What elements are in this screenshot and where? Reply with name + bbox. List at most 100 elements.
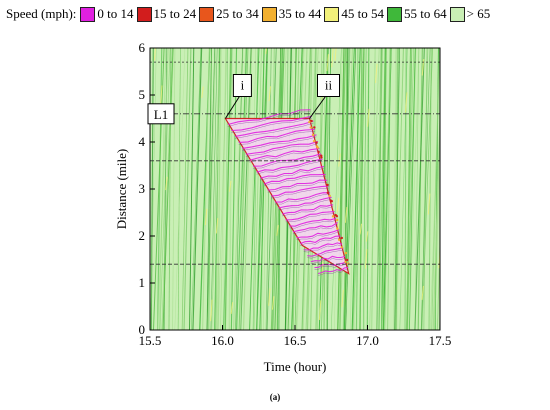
trajectory-streak [378, 48, 386, 330]
trajectory-streak [256, 48, 265, 330]
trajectory-streak [409, 48, 416, 330]
congestion-wave-line [267, 179, 328, 191]
trajectory-streak [405, 48, 415, 330]
trajectory-streak [230, 302, 234, 315]
trajectory-streak [253, 48, 262, 330]
speed-legend: Speed (mph): 0 to 14 15 to 24 25 to 34 35 t… [6, 4, 493, 24]
congestion-edge-mark [340, 246, 343, 249]
trajectory-streak [217, 48, 222, 330]
congestion-wave-line [274, 192, 331, 203]
legend-item: > 65 [449, 6, 490, 22]
congestion-wave-line [317, 266, 349, 275]
trajectory-streak [431, 48, 440, 330]
congestion-wave-line [253, 155, 322, 169]
congestion-edge-mark [336, 227, 339, 230]
trajectory-streak [220, 48, 227, 330]
trajectory-streak [343, 48, 355, 330]
trajectory-streak [351, 48, 361, 330]
trajectory-streak [367, 108, 370, 127]
annotation-pointer [309, 96, 326, 119]
congestion-wave-line [249, 148, 320, 161]
congestion-wave-line [242, 136, 317, 151]
trajectory-streak [229, 48, 233, 330]
annotation-box [232, 74, 252, 97]
congestion-wave-line [310, 258, 346, 264]
l1-label-box [147, 103, 175, 125]
legend-swatch [136, 6, 152, 22]
trajectory-streak [337, 48, 347, 330]
congestion-wave-line [245, 143, 319, 157]
congestion-edge-mark [315, 141, 318, 144]
annotation-label: i [241, 78, 245, 93]
congestion-edge-mark [317, 150, 320, 154]
trajectory-streak [417, 48, 423, 330]
trajectory-streak [181, 48, 189, 330]
legend-item: 25 to 34 [199, 6, 259, 22]
trajectory-streak [216, 48, 220, 330]
congestion-wave-line [260, 165, 325, 179]
x-axis-label: Time (hour) [264, 359, 327, 374]
congestion-wave-line [263, 176, 326, 187]
trajectory-streak [421, 285, 424, 300]
trajectory-streak [215, 217, 219, 234]
trajectory-streak [268, 288, 271, 306]
trajectory-streak [414, 48, 425, 330]
congestion-wave-line [310, 255, 346, 263]
trajectory-streak [333, 48, 343, 330]
trajectory-streak [168, 48, 172, 330]
legend-label: 0 to 14 [97, 6, 134, 21]
trajectory-streak [414, 48, 420, 330]
trajectory-streak [229, 180, 232, 192]
y-tick-label: 2 [139, 228, 146, 243]
trajectory-streak [344, 48, 348, 330]
trajectory-streak [393, 48, 397, 330]
legend-label: 55 to 64 [404, 6, 447, 21]
x-tick-label: 16.0 [211, 333, 234, 348]
trajectory-streak [359, 223, 363, 235]
congestion-wave-line [289, 220, 337, 229]
trajectory-streak [427, 193, 431, 215]
legend-item: 35 to 44 [261, 6, 321, 22]
congestion-wave-line [238, 131, 316, 145]
congestion-edge-mark [334, 213, 337, 217]
congestion-wave-line [314, 263, 347, 270]
congestion-edge-mark [311, 133, 315, 137]
trajectory-streak [159, 48, 166, 330]
trajectory-streak [337, 48, 345, 330]
trajectory-streak [359, 48, 365, 330]
congestion-edge-mark [326, 183, 329, 187]
congestion-wave-line [231, 117, 313, 133]
congestion-edge-mark [313, 126, 316, 129]
congestion-wave-line [307, 249, 344, 259]
y-tick-label: 5 [139, 87, 146, 102]
trajectory-streak [259, 48, 268, 330]
trajectory-streak [381, 48, 386, 330]
congestion-wave-line [281, 204, 334, 215]
trajectory-streak [183, 48, 192, 330]
trajectory-streak [341, 289, 344, 308]
trajectory-streak [201, 86, 204, 99]
figure-caption: (a) [269, 392, 281, 402]
congestion-edge-mark [335, 218, 339, 222]
congestion-wave-line [289, 217, 337, 227]
trajectory-streak [375, 63, 378, 83]
trajectory-streak [271, 296, 275, 310]
trajectory-streak [364, 48, 370, 330]
congestion-edge-mark [340, 236, 343, 240]
congestion-wave-line [253, 153, 322, 167]
congestion-wave-line [234, 122, 314, 139]
congestion-edge-mark [326, 191, 330, 195]
congestion-edge-mark [346, 258, 349, 262]
trajectory-streak [192, 48, 203, 330]
trajectory-streak [420, 48, 431, 330]
legend-swatch [80, 6, 96, 22]
trajectory-streak [331, 48, 334, 68]
trajectory-streak [364, 249, 368, 269]
congestion-wave-line [307, 247, 344, 257]
y-tick-label: 3 [139, 181, 146, 196]
trajectory-streak [210, 299, 213, 322]
legend-swatch [324, 6, 340, 22]
trajectory-streak [352, 48, 365, 330]
congestion-wave-line [292, 224, 338, 235]
